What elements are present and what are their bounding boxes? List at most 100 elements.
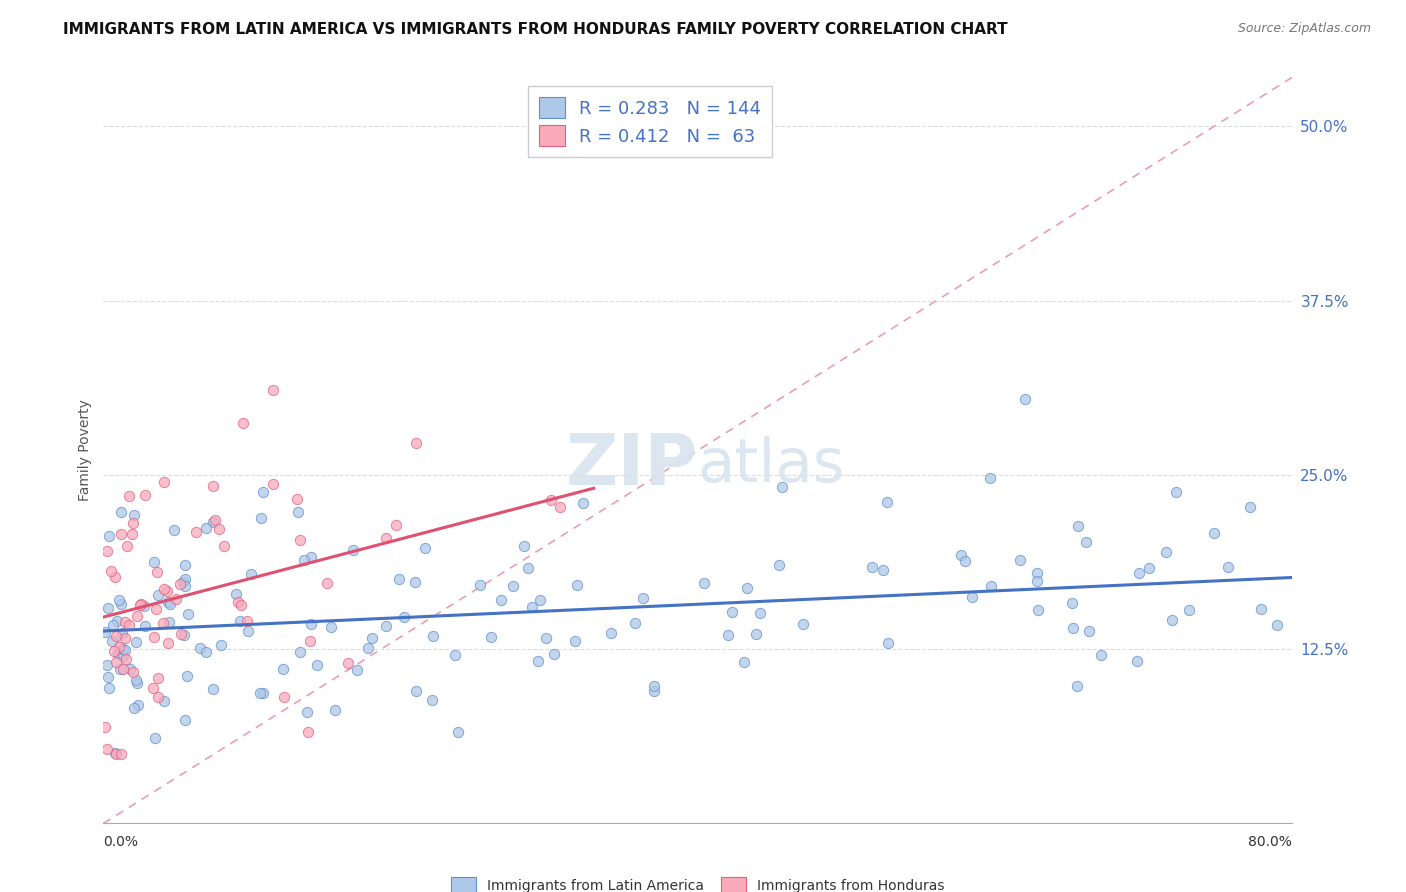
Point <box>169 577 191 591</box>
Point <box>420 693 443 707</box>
Point <box>422 629 444 643</box>
Point <box>105 614 128 628</box>
Point <box>225 587 247 601</box>
Point <box>565 578 588 592</box>
Point <box>720 606 742 620</box>
Point <box>876 495 898 509</box>
Point <box>527 654 550 668</box>
Point <box>336 657 359 671</box>
Point <box>118 489 141 503</box>
Point <box>122 665 145 679</box>
Point <box>134 619 156 633</box>
Point <box>1128 566 1150 581</box>
Point <box>114 631 136 645</box>
Point <box>872 563 894 577</box>
Point <box>229 598 252 612</box>
Point <box>374 619 396 633</box>
Point <box>238 624 260 639</box>
Point <box>159 597 181 611</box>
Point <box>295 706 318 720</box>
Point <box>148 672 170 686</box>
Point <box>177 607 200 621</box>
Point <box>1008 553 1031 567</box>
Point <box>145 565 167 579</box>
Point <box>202 479 225 493</box>
Point <box>745 626 768 640</box>
Point <box>273 690 295 705</box>
Point <box>153 694 176 708</box>
Point <box>152 582 174 596</box>
Point <box>1250 601 1272 615</box>
Point <box>96 544 118 558</box>
Point <box>142 681 165 696</box>
Point <box>125 673 148 688</box>
Point <box>316 575 339 590</box>
Point <box>299 617 322 632</box>
Point <box>1078 624 1101 638</box>
Point <box>110 505 132 519</box>
Point <box>262 477 284 491</box>
Point <box>468 578 491 592</box>
Point <box>1060 596 1083 610</box>
Point <box>1166 484 1188 499</box>
Point <box>548 500 571 514</box>
Point <box>110 526 132 541</box>
Point <box>735 581 758 595</box>
Point <box>100 634 122 648</box>
Point <box>165 591 187 606</box>
Point <box>103 644 125 658</box>
Point <box>1202 525 1225 540</box>
Point <box>262 384 284 398</box>
Point <box>122 701 145 715</box>
Point <box>297 724 319 739</box>
Point <box>120 662 142 676</box>
Y-axis label: Family Poverty: Family Poverty <box>79 400 93 501</box>
Point <box>1025 574 1047 588</box>
Point <box>157 636 180 650</box>
Point <box>479 630 502 644</box>
Point <box>950 548 973 562</box>
Point <box>173 628 195 642</box>
Point <box>114 643 136 657</box>
Point <box>163 524 186 538</box>
Point <box>1066 679 1088 693</box>
Point <box>319 620 342 634</box>
Point <box>118 618 141 632</box>
Point <box>1062 621 1084 635</box>
Point <box>96 600 118 615</box>
Point <box>1014 392 1036 406</box>
Point <box>599 625 621 640</box>
Point <box>413 541 436 555</box>
Point <box>94 624 117 639</box>
Point <box>1026 566 1049 580</box>
Point <box>1178 603 1201 617</box>
Point <box>110 625 132 640</box>
Point <box>188 641 211 656</box>
Point <box>236 615 259 629</box>
Point <box>114 615 136 629</box>
Point <box>207 523 229 537</box>
Point <box>543 647 565 661</box>
Point <box>212 539 235 553</box>
Point <box>145 602 167 616</box>
Point <box>186 524 208 539</box>
Point <box>287 505 309 519</box>
Point <box>643 683 665 698</box>
Point <box>105 747 128 761</box>
Point <box>125 609 148 624</box>
Point <box>962 590 984 604</box>
Point <box>299 634 322 648</box>
Point <box>153 475 176 490</box>
Point <box>122 508 145 523</box>
Point <box>142 555 165 569</box>
Point <box>134 488 156 502</box>
Legend: Immigrants from Latin America, Immigrants from Honduras: Immigrants from Latin America, Immigrant… <box>446 871 950 892</box>
Point <box>405 435 427 450</box>
Point <box>105 655 128 669</box>
Point <box>127 698 149 712</box>
Point <box>768 558 790 573</box>
Point <box>693 575 716 590</box>
Point <box>100 564 122 578</box>
Point <box>132 599 155 613</box>
Point <box>323 703 346 717</box>
